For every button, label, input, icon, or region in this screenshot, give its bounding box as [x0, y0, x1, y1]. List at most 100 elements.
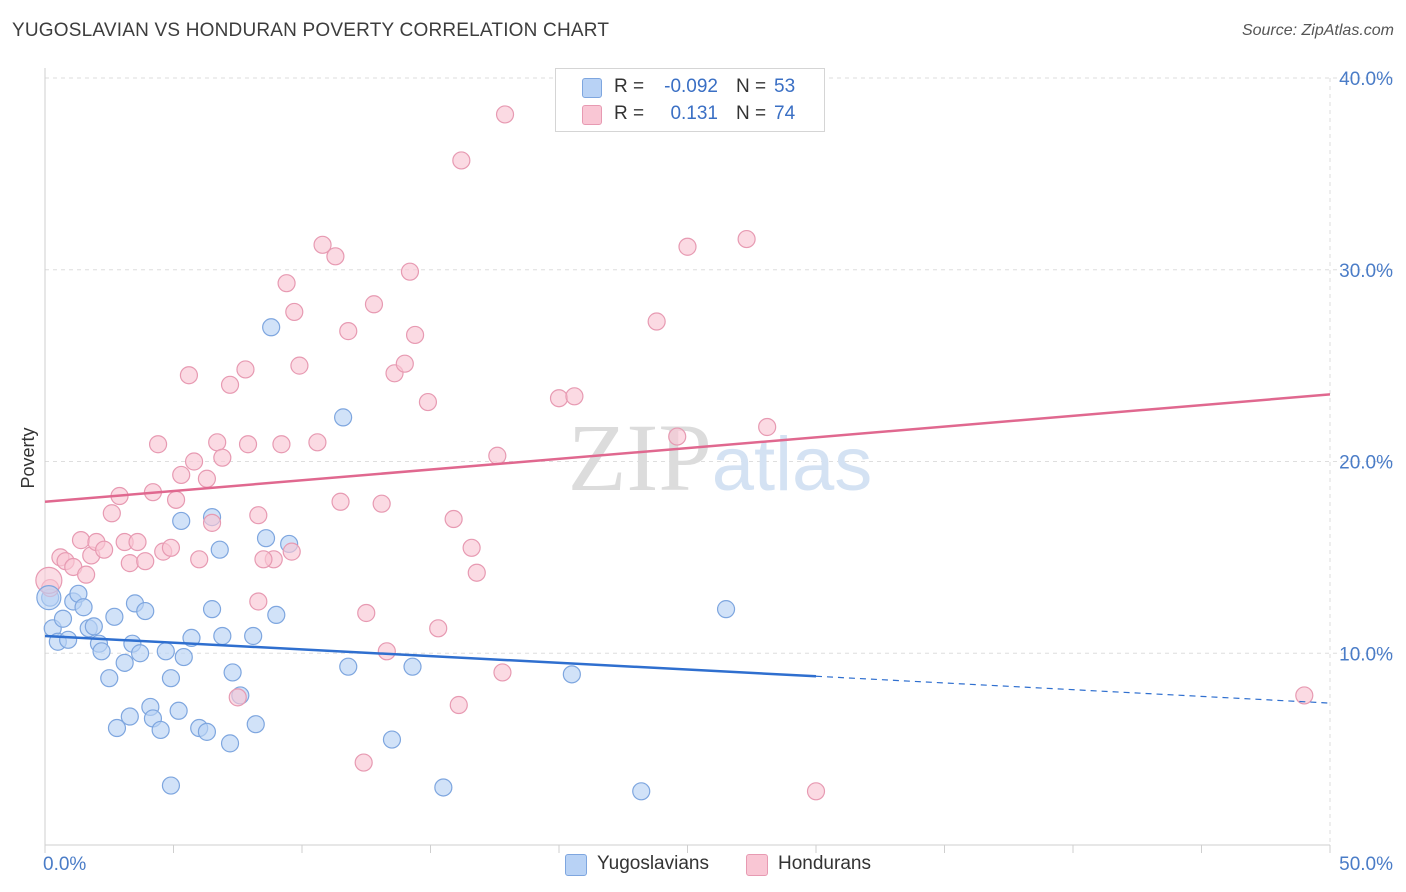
point-hondurans: [467, 563, 486, 582]
point-hondurans: [549, 389, 569, 408]
point-hondurans: [449, 695, 468, 715]
point-hondurans: [120, 554, 139, 573]
point-yugoslavians: [256, 529, 276, 548]
point-hondurans: [213, 448, 232, 467]
point-yugoslavians: [562, 665, 581, 684]
point-hondurans: [462, 538, 481, 557]
legend-n-value: 53: [774, 76, 796, 97]
point-yugoslavians: [213, 626, 232, 646]
point-hondurans: [495, 105, 515, 124]
point-hondurans: [1295, 686, 1314, 705]
point-yugoslavians: [136, 601, 155, 621]
watermark: ZIPatlas: [568, 404, 873, 511]
point-yugoslavians: [716, 600, 736, 619]
point-hondurans: [95, 540, 114, 559]
point-hondurans: [444, 509, 463, 529]
point-hondurans: [806, 782, 826, 801]
point-yugoslavians: [334, 408, 353, 427]
point-yugoslavians: [220, 734, 240, 753]
point-hondurans: [647, 312, 666, 331]
legend-n-label: N =: [736, 103, 767, 124]
point-hondurans: [166, 490, 186, 509]
point-hondurans: [339, 322, 358, 341]
point-yugoslavians: [434, 778, 453, 797]
y-axis-label: Poverty: [18, 427, 38, 488]
point-hondurans: [565, 387, 584, 406]
point-hondurans: [172, 465, 191, 485]
legend-swatch-hondurans: [582, 105, 602, 125]
trend-line-hondurans: [44, 393, 1331, 504]
point-yugoslavians: [120, 707, 139, 726]
point-yugoslavians: [100, 669, 119, 688]
legend-swatch-hondurans: [746, 854, 768, 876]
point-hondurans: [249, 506, 268, 525]
point-yugoslavians: [107, 718, 127, 738]
trend-lines: [44, 393, 1331, 704]
x-tick-label: 0.0%: [43, 854, 86, 875]
point-yugoslavians: [172, 511, 191, 531]
point-yugoslavians: [84, 617, 103, 636]
point-hondurans: [364, 295, 384, 314]
point-yugoslavians: [197, 722, 217, 741]
legend-r-value: 0.131: [670, 103, 718, 124]
point-yugoslavians: [59, 630, 78, 649]
point-yugoslavians: [156, 642, 175, 661]
point-yugoslavians: [130, 644, 150, 663]
point-hondurans: [282, 542, 301, 561]
point-hondurans: [102, 504, 121, 523]
watermark-zip: ZIP: [568, 404, 712, 511]
point-yugoslavians: [182, 628, 201, 648]
legend-row-hondurans: R = 0.131 N = 74: [556, 101, 824, 127]
point-hondurans: [277, 274, 296, 293]
source-label: Source: ZipAtlas.com: [1241, 22, 1394, 39]
point-yugoslavians: [161, 776, 181, 795]
chart-title: YUGOSLAVIAN VS HONDURAN POVERTY CORRELAT…: [12, 20, 610, 41]
point-hondurans: [228, 688, 247, 707]
point-hondurans: [272, 435, 291, 454]
point-hondurans: [308, 433, 327, 452]
point-hondurans: [71, 531, 91, 550]
watermark-atlas: atlas: [712, 422, 873, 507]
point-hondurans: [488, 446, 507, 465]
trend-extension-yugoslavians: [815, 675, 1331, 704]
legend-swatch-yugoslavians: [565, 854, 587, 876]
point-yugoslavians: [202, 600, 222, 619]
legend-r-label: R =: [614, 76, 645, 97]
y-tick-label: 10.0%: [1339, 644, 1393, 665]
point-hondurans: [758, 417, 777, 437]
point-hondurans: [354, 753, 373, 772]
point-hondurans: [77, 565, 96, 584]
point-hondurans: [331, 492, 350, 511]
legend-row-yugoslavians: R = -0.092 N = 53: [556, 74, 824, 100]
point-hondurans: [202, 513, 222, 532]
legend-n-label: N =: [736, 76, 767, 97]
point-hondurans: [418, 392, 438, 412]
point-hondurans: [128, 532, 147, 552]
point-hondurans: [400, 262, 420, 281]
legend-swatch-yugoslavians: [582, 78, 602, 98]
point-yugoslavians: [267, 605, 286, 625]
point-yugoslavians: [151, 720, 170, 740]
point-hondurans: [290, 356, 309, 375]
point-yugoslavians: [105, 607, 124, 626]
series-legend: Yugoslavians Hondurans: [0, 852, 1406, 878]
legend-r-label: R =: [614, 103, 645, 124]
point-hondurans: [236, 360, 255, 379]
point-hondurans: [357, 603, 376, 623]
point-yugoslavians: [403, 657, 422, 676]
point-hondurans: [313, 235, 332, 254]
point-yugoslavians: [115, 653, 134, 672]
point-hondurans: [678, 237, 697, 256]
tick-labels: 10.0% 20.0% 30.0% 40.0% 0.0% 50.0%: [43, 69, 1393, 875]
point-yugoslavians: [174, 647, 193, 667]
point-yugoslavians: [262, 318, 281, 337]
axes: [44, 68, 1331, 853]
legend-label-hondurans: Hondurans: [778, 853, 871, 874]
point-yugoslavians: [339, 657, 358, 676]
legend-label-yugoslavians: Yugoslavians: [597, 853, 709, 874]
point-hondurans: [668, 427, 687, 446]
point-hondurans: [197, 469, 217, 488]
point-yugoslavians: [382, 730, 402, 749]
legend-n-value: 74: [774, 103, 796, 124]
